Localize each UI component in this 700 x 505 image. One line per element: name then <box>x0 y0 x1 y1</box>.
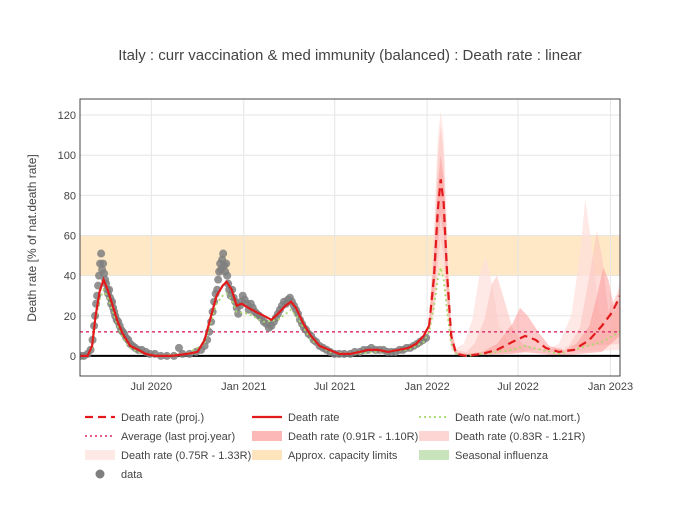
plot-frame <box>79 98 621 377</box>
legend-swatch <box>419 431 449 441</box>
data-point <box>97 249 106 258</box>
x-tick-label: Jul 2022 <box>497 381 539 393</box>
y-tick-label: 100 <box>58 150 76 162</box>
legend-label: Average (last proj.year) <box>121 431 235 443</box>
plot-area: 0 20 40 60 80 100 120 Jul 2020 Jan 2021 Jul 2021 J… <box>58 98 633 393</box>
data-point <box>214 275 223 284</box>
band-075R-133R <box>429 111 620 356</box>
x-tick-label: Jan 2023 <box>588 381 633 393</box>
data-point <box>222 259 231 268</box>
legend-label: Death rate (0.91R - 1.10R) <box>288 431 418 443</box>
legend-label: Approx. capacity limits <box>288 450 398 462</box>
legend-item: Death rate (0.91R - 1.10R) <box>252 431 418 443</box>
legend-item: Average (last proj.year) <box>85 431 235 443</box>
legend-item: data <box>95 469 143 481</box>
legend-swatch <box>85 450 115 460</box>
y-tick-label: 0 <box>70 351 76 363</box>
legend-item: Death rate (0.83R - 1.21R) <box>419 431 585 443</box>
legend-label: data <box>121 469 143 481</box>
legend-item: Death rate (proj.) <box>85 412 204 424</box>
legend: Death rate (proj.) Death rate Death rate (… <box>85 412 585 481</box>
legend-swatch <box>252 450 282 460</box>
legend-swatch <box>95 469 105 479</box>
data-point <box>223 271 232 280</box>
legend-swatch <box>252 431 282 441</box>
x-tick-label: Jul 2020 <box>131 381 173 393</box>
data-point <box>219 249 228 258</box>
band-091R-110R <box>429 155 620 356</box>
data-point <box>99 259 108 268</box>
legend-item: Seasonal influenza <box>419 450 549 462</box>
line-death-rate-proj <box>428 179 620 358</box>
legend-swatch <box>419 450 449 460</box>
data-point <box>174 343 183 352</box>
capacity-band <box>80 235 620 276</box>
legend-label: Seasonal influenza <box>455 450 549 462</box>
plot-series-group <box>80 111 620 360</box>
y-tick-label: 80 <box>64 190 76 202</box>
x-tick-label: Jan 2021 <box>221 381 266 393</box>
legend-item: Approx. capacity limits <box>252 450 398 462</box>
y-tick-label: 120 <box>58 110 76 122</box>
y-tick-label: 40 <box>64 271 76 283</box>
legend-label: Death rate (w/o nat.mort.) <box>455 412 580 424</box>
data-point <box>100 269 109 278</box>
line-death-rate <box>80 276 431 357</box>
legend-item: Death rate <box>252 412 339 424</box>
chart-title: Italy : curr vaccination & med immunity … <box>118 47 582 64</box>
legend-label: Death rate (proj.) <box>121 412 204 424</box>
legend-label: Death rate (0.75R - 1.33R) <box>121 450 251 462</box>
x-tick-label: Jul 2021 <box>314 381 356 393</box>
y-tick-label: 20 <box>64 311 76 323</box>
legend-label: Death rate <box>288 412 339 424</box>
legend-item: Death rate (0.75R - 1.33R) <box>85 450 251 462</box>
x-tick-label: Jan 2022 <box>404 381 449 393</box>
legend-label: Death rate (0.83R - 1.21R) <box>455 431 585 443</box>
legend-item: Death rate (w/o nat.mort.) <box>419 412 580 424</box>
y-axis-label: Death rate [% of nat.death rate] <box>25 154 39 321</box>
y-tick-label: 60 <box>64 230 76 242</box>
